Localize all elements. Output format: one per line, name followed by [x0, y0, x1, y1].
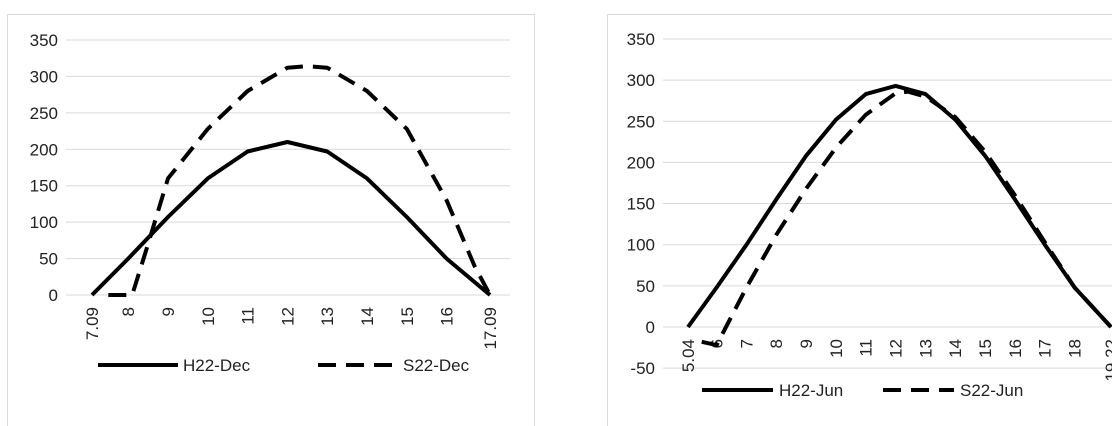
x-tick-label: 10 [199, 307, 218, 326]
y-tick-label: 300 [30, 67, 58, 86]
x-tick-label: 16 [438, 307, 457, 326]
x-tick-label: 7 [737, 339, 756, 348]
y-tick-label: 0 [49, 286, 58, 305]
x-tick-label: 19.22 [1102, 339, 1112, 382]
y-tick-label: 150 [627, 195, 655, 214]
x-tick-label: 5.04 [679, 339, 698, 372]
legend-label-s22-jun: S22-Jun [960, 381, 1023, 400]
legend-label-h22-jun: H22-Jun [779, 381, 843, 400]
y-tick-label: 50 [636, 277, 655, 296]
y-tick-label: 200 [627, 153, 655, 172]
y-tick-label: 200 [30, 140, 58, 159]
chart-left-frame [7, 14, 535, 426]
x-tick-label: 11 [857, 339, 876, 357]
y-tick-label: 150 [30, 177, 58, 196]
series-line-h22-jun [686, 83, 1112, 329]
series-line-h22-dec [90, 140, 492, 297]
x-tick-label: 12 [887, 339, 906, 358]
x-tick-label: 9 [797, 339, 816, 348]
series-line-s22-jun [701, 89, 1112, 348]
legend-label-s22-dec: S22-Dec [403, 356, 470, 375]
y-tick-label: 100 [30, 213, 58, 232]
x-tick-label: 10 [827, 339, 846, 358]
y-tick-label: 250 [30, 104, 58, 123]
x-tick-label: 7.09 [83, 307, 102, 340]
x-tick-label: 9 [159, 307, 178, 316]
y-tick-label: 100 [627, 236, 655, 255]
x-tick-label: 13 [318, 307, 337, 326]
x-tick-label: 17.09 [481, 307, 500, 350]
x-tick-label: 15 [398, 307, 417, 326]
x-tick-label: 12 [278, 307, 297, 326]
x-tick-label: 13 [916, 339, 935, 358]
legend-label-h22-dec: H22-Dec [183, 356, 251, 375]
chart-right-frame [607, 14, 1112, 426]
x-tick-label: 18 [1066, 339, 1085, 358]
chart-left: 0 50 100 150 200 250 300 350 7.09 8 9 10 11 12 13 14 15 1… [30, 31, 510, 375]
x-tick-label: 16 [1006, 339, 1025, 358]
y-tick-label: 250 [627, 112, 655, 131]
y-tick-label: 350 [627, 30, 655, 49]
series-line-s22-dec [108, 64, 492, 297]
x-tick-label: 11 [239, 307, 258, 325]
y-tick-label: 50 [39, 250, 58, 269]
x-tick-label: 17 [1036, 339, 1055, 358]
x-tick-label: 14 [946, 339, 965, 358]
y-tick-label: 350 [30, 31, 58, 50]
x-tick-label: 14 [358, 307, 377, 326]
y-tick-label: 300 [627, 71, 655, 90]
x-tick-label: 8 [119, 307, 138, 316]
y-tick-label: -50 [630, 359, 655, 378]
x-tick-label: 8 [767, 339, 786, 348]
y-tick-label: 0 [646, 318, 655, 337]
x-tick-label: 15 [976, 339, 995, 358]
